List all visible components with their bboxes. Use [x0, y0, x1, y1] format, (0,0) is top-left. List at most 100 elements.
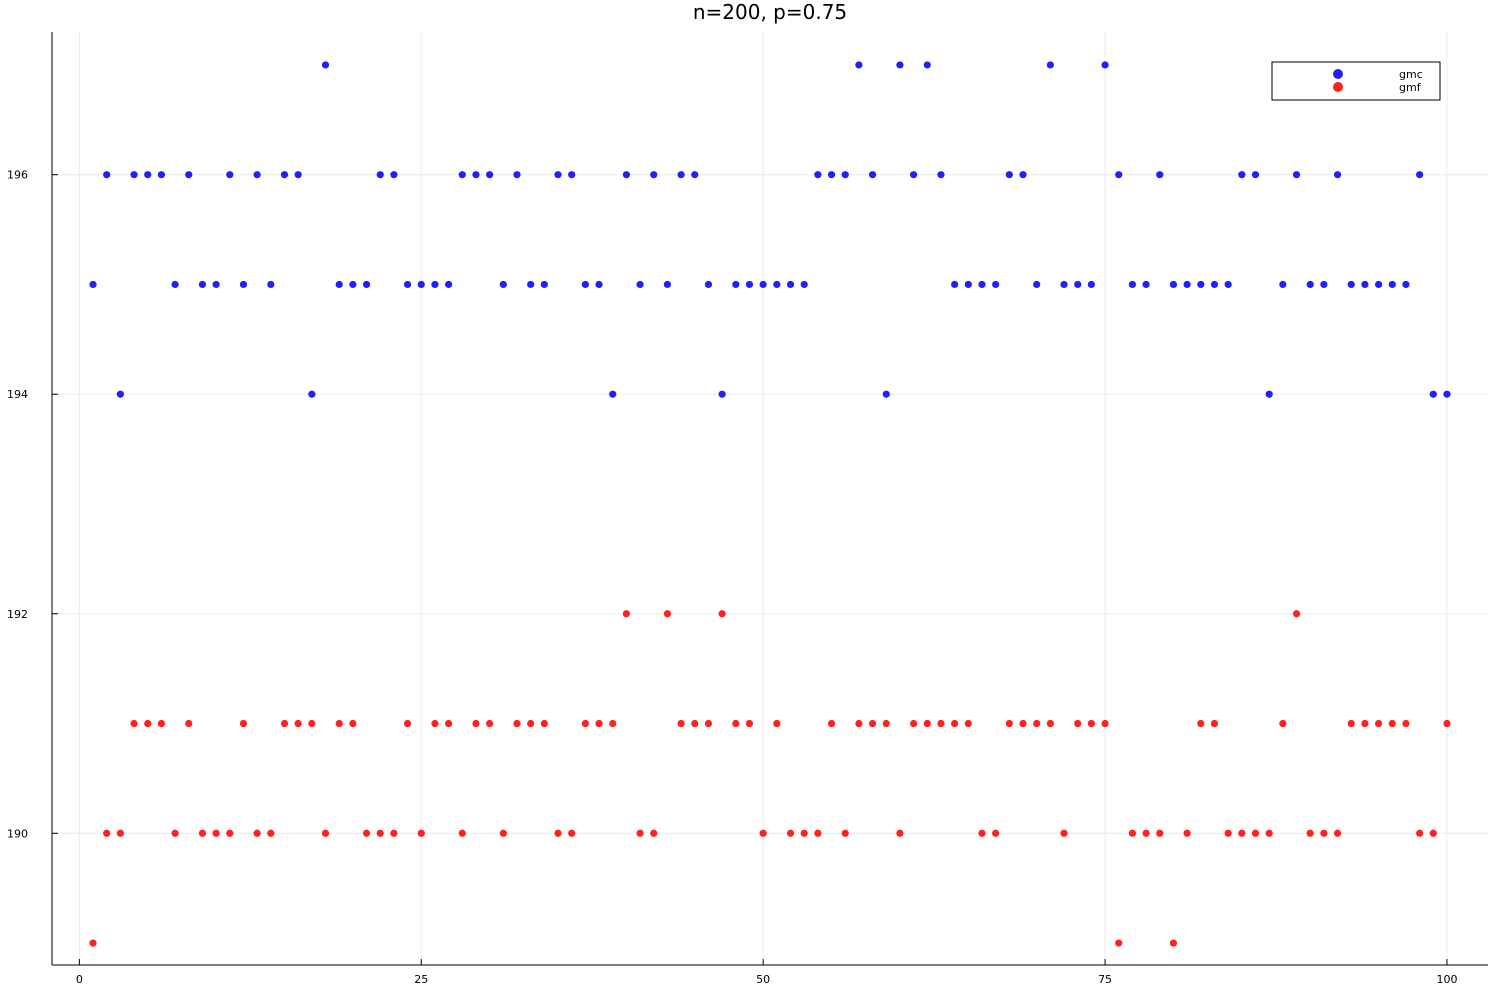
gmf-point — [1156, 829, 1164, 837]
gmf-point — [1087, 719, 1095, 728]
gmc-point — [759, 280, 767, 289]
gmc-point — [978, 280, 986, 289]
gmc-point — [390, 171, 398, 179]
gmc-point — [1265, 390, 1273, 398]
gmc-point — [691, 171, 699, 179]
gmc-point — [1033, 280, 1041, 289]
gmc-point — [472, 171, 480, 179]
gmf-point — [1033, 719, 1041, 728]
gmc-point — [1142, 280, 1150, 289]
gmc-point — [349, 280, 357, 289]
gmf-point — [1279, 719, 1287, 728]
gmf-point — [595, 719, 603, 728]
gmf-point — [1074, 719, 1082, 728]
x-tick-label: 50 — [756, 973, 770, 986]
gmc-point — [239, 280, 248, 289]
gmf-point — [499, 829, 507, 837]
y-tick-label: 190 — [7, 827, 28, 840]
gmc-point — [417, 280, 425, 289]
gmf-point — [1265, 829, 1273, 837]
gmf-point — [226, 829, 234, 837]
gmf-point — [445, 719, 453, 728]
gmf-point — [773, 719, 781, 728]
gmc-point — [1320, 280, 1328, 289]
gmc-point — [855, 61, 863, 69]
gmc-point — [130, 171, 138, 179]
gmf-point — [280, 719, 289, 728]
gmc-point — [786, 280, 795, 289]
gmf-point — [1210, 719, 1219, 728]
gmc-point — [527, 280, 535, 289]
gmc-point — [185, 171, 193, 179]
gmc-point — [868, 171, 877, 179]
gmc-point — [882, 390, 890, 398]
legend-label-gmc: gmc — [1399, 68, 1423, 81]
gmc-point — [144, 171, 152, 179]
gmc-point — [745, 280, 754, 289]
gmc-point — [581, 280, 589, 289]
gmc-point — [1156, 171, 1164, 179]
gmf-point — [198, 829, 207, 837]
gmf-point — [1416, 829, 1424, 837]
gmc-point — [1005, 171, 1013, 179]
gmf-point — [677, 719, 685, 728]
gmf-point — [1251, 829, 1260, 837]
gmf-point — [937, 719, 945, 728]
gmf-point — [732, 719, 740, 728]
gmf-point — [171, 829, 179, 837]
gmf-point — [130, 719, 138, 728]
gmc-point — [1183, 280, 1191, 289]
gmf-point — [855, 719, 863, 728]
gmf-point — [581, 719, 589, 728]
gmc-point — [280, 171, 289, 179]
gmf-point — [1347, 719, 1355, 728]
gmf-point — [827, 719, 836, 728]
gmf-point — [745, 719, 754, 728]
gmf-point — [1333, 829, 1342, 837]
gmc-point — [677, 171, 685, 179]
gmf-point — [814, 829, 822, 837]
gmf-point — [376, 829, 384, 837]
gmc-point — [1046, 61, 1054, 69]
gmf-point — [663, 610, 672, 618]
gmf-point — [527, 719, 535, 728]
gmc-point — [1279, 280, 1287, 289]
gmf-point — [992, 829, 1000, 837]
gmf-point — [294, 719, 302, 728]
legend-marker-gmc — [1333, 69, 1343, 79]
gmc-point — [1074, 280, 1082, 289]
gmc-point — [800, 280, 808, 289]
x-tick-label: 100 — [1436, 973, 1457, 986]
gmf-point — [390, 829, 398, 837]
gmf-point — [910, 719, 918, 728]
gmf-point — [978, 829, 986, 837]
grid-lines — [52, 32, 1488, 965]
gmf-point — [1224, 829, 1232, 837]
gmc-point — [89, 280, 97, 289]
gmc-point — [171, 280, 179, 289]
gmc-point — [992, 280, 1000, 289]
gmf-point — [704, 719, 713, 728]
gmc-point — [1060, 280, 1068, 289]
gmf-point — [1292, 610, 1301, 618]
gmf-point — [185, 719, 193, 728]
gmf-point — [1115, 939, 1123, 947]
gmc-point — [103, 171, 111, 179]
gmc-point — [445, 280, 453, 289]
gmc-point — [910, 171, 918, 179]
gmc-point — [923, 61, 931, 69]
gmf-point — [923, 719, 931, 728]
gmf-point — [513, 719, 521, 728]
gmc-point — [1429, 390, 1437, 398]
gmc-point — [403, 280, 412, 289]
gmc-point — [1115, 171, 1123, 179]
gmc-point — [841, 171, 849, 179]
gmf-point — [1320, 829, 1328, 837]
gmc-point — [1292, 171, 1301, 179]
gmf-point — [554, 829, 562, 837]
gmc-point — [1210, 280, 1219, 289]
gmf-point — [650, 829, 658, 837]
gmf-point — [1197, 719, 1205, 728]
gmf-point — [417, 829, 425, 837]
